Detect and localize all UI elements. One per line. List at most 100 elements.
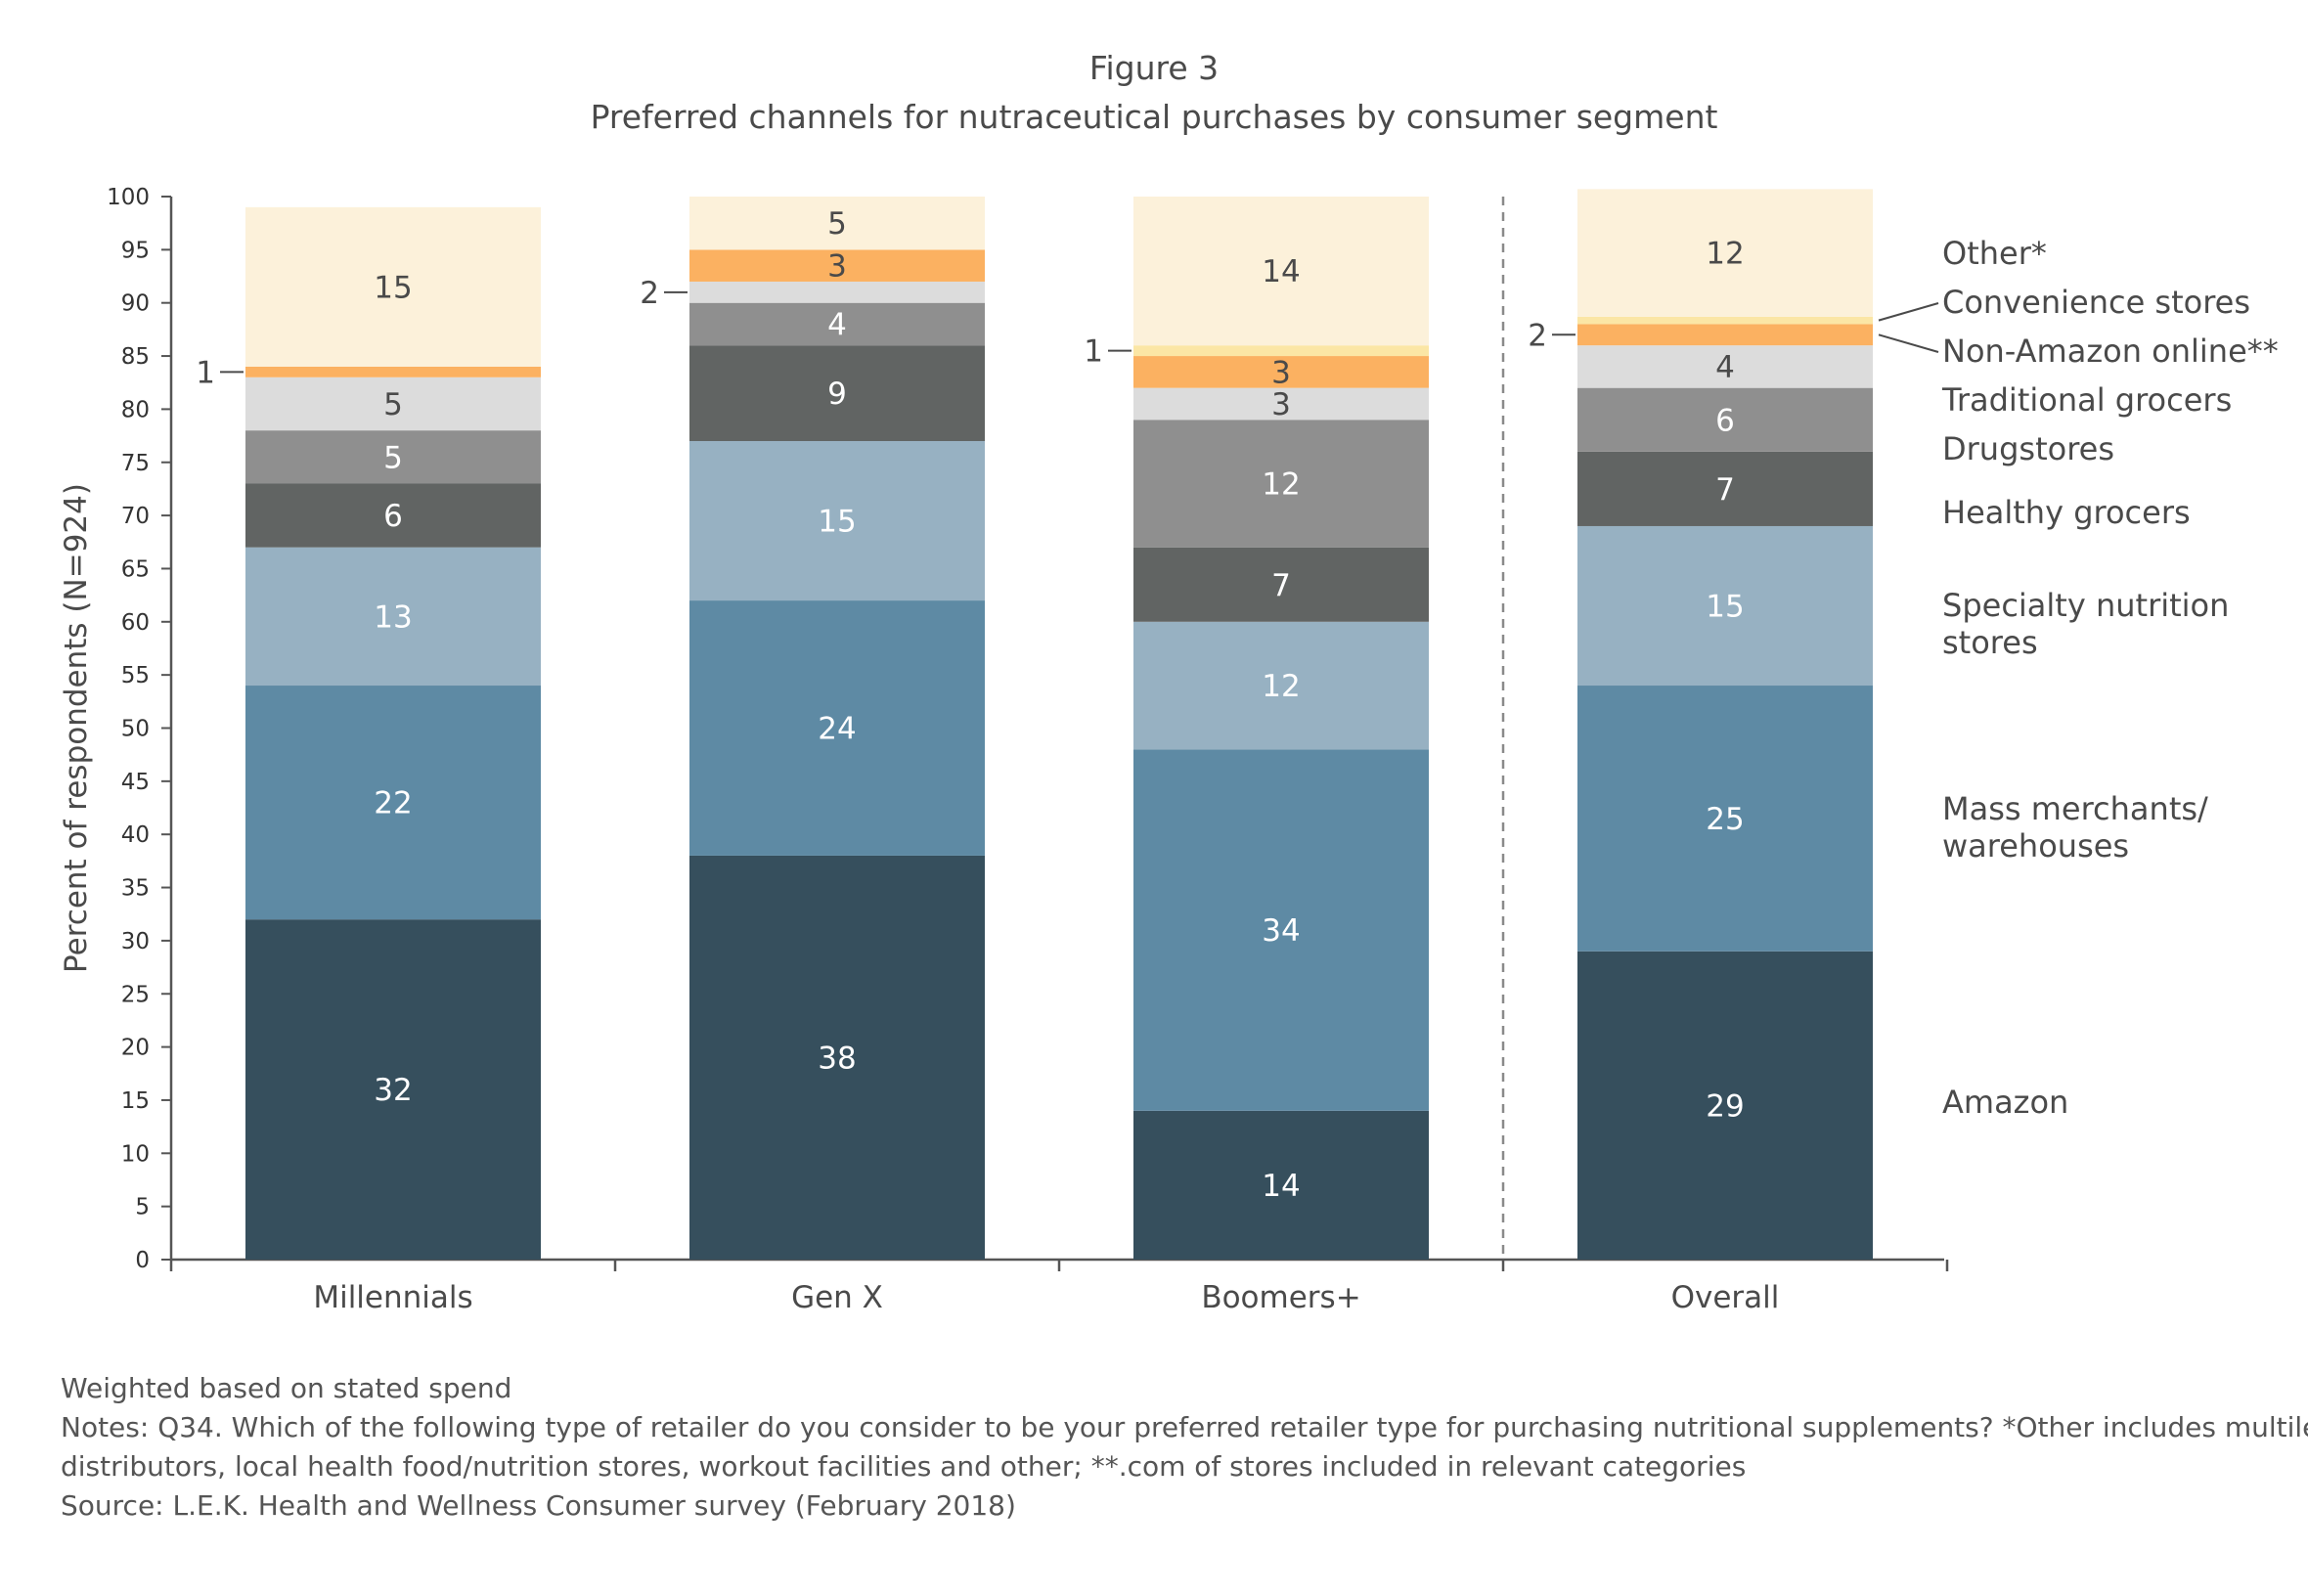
y-tick-label: 60 xyxy=(121,610,150,636)
legend-leader-non-amazon-online xyxy=(1878,333,1939,353)
data-label-boomers-drugstores: 12 xyxy=(1262,466,1300,502)
bar-segment-boomers-healthy-grocers xyxy=(1133,547,1429,622)
data-label-millennials-other: 15 xyxy=(374,270,412,305)
data-label-overall-amazon: 29 xyxy=(1706,1088,1744,1124)
legend-entry-convenience-stores: Convenience stores xyxy=(1942,284,2250,321)
bar-segment-boomers-specialty-nutrition-stores xyxy=(1133,621,1429,750)
data-label-overall-traditional-grocers: 4 xyxy=(1715,350,1735,385)
data-label-gen-x-drugstores: 4 xyxy=(827,307,847,342)
y-tick-label: 70 xyxy=(121,504,150,529)
y-tick-label: 50 xyxy=(121,717,150,742)
source-note: Source: L.E.K. Health and Wellness Consu… xyxy=(61,1489,1016,1522)
legend-leader-convenience-stores xyxy=(1878,302,1939,322)
bar-segment-overall-amazon xyxy=(1577,951,1873,1260)
bar-segment-millennials-traditional-grocers xyxy=(245,377,541,431)
y-tick-label: 30 xyxy=(121,929,150,954)
chart-notes: Weighted based on stated spend Notes: Q3… xyxy=(61,1369,2308,1526)
y-tick-label: 95 xyxy=(121,238,150,263)
bar-segment-boomers-amazon xyxy=(1133,1110,1429,1260)
bar-segment-millennials-specialty-nutrition-stores xyxy=(245,547,541,687)
y-tick-label: 35 xyxy=(121,876,150,902)
data-label-gen-x-mass-merchants-warehouses: 24 xyxy=(818,712,856,747)
bar-segment-overall-specialty-nutrition-stores xyxy=(1577,525,1873,687)
data-label-boomers-specialty-nutrition-stores: 12 xyxy=(1262,669,1300,704)
legend-entry-amazon: Amazon xyxy=(1942,1084,2068,1121)
legend-entry-specialty-nutrition-stores-line-1: Specialty nutrition xyxy=(1942,587,2229,624)
bar-segment-boomers-drugstores xyxy=(1133,420,1429,548)
data-label-millennials-healthy-grocers: 6 xyxy=(383,499,403,534)
bar-segment-gen-x-mass-merchants-warehouses xyxy=(689,600,985,856)
legend-entry-drugstores: Drugstores xyxy=(1942,430,2114,467)
legend-entry-other: Other* xyxy=(1942,235,2047,272)
data-label-boomers-amazon: 14 xyxy=(1262,1169,1300,1204)
bar-segment-millennials-mass-merchants-warehouses xyxy=(245,686,541,920)
callout-label-millennials-non-amazon-online: 1 xyxy=(196,355,215,390)
legend-entry-traditional-grocers: Traditional grocers xyxy=(1941,381,2232,419)
y-tick-label: 15 xyxy=(121,1088,150,1114)
data-label-overall-healthy-grocers: 7 xyxy=(1715,472,1735,508)
y-tick-label: 85 xyxy=(121,344,150,370)
bar-segment-overall-traditional-grocers xyxy=(1577,345,1873,388)
x-category-label-boomers: Boomers+ xyxy=(1201,1280,1360,1315)
bar-segment-millennials-amazon xyxy=(245,919,541,1260)
bar-segment-gen-x-specialty-nutrition-stores xyxy=(689,441,985,601)
question-note-line-2: distributors, local health food/nutritio… xyxy=(61,1450,1747,1483)
data-label-millennials-specialty-nutrition-stores: 13 xyxy=(374,599,412,635)
y-tick-label: 25 xyxy=(121,982,150,1007)
data-label-boomers-healthy-grocers: 7 xyxy=(1271,568,1291,603)
bar-segment-gen-x-non-amazon-online xyxy=(689,249,985,282)
data-label-millennials-mass-merchants-warehouses: 22 xyxy=(374,786,412,821)
y-tick-label: 5 xyxy=(135,1195,150,1220)
data-label-gen-x-healthy-grocers: 9 xyxy=(827,377,847,412)
bar-segment-boomers-convenience-stores xyxy=(1133,345,1429,357)
data-label-boomers-other: 14 xyxy=(1262,254,1300,289)
x-category-label-gen-x: Gen X xyxy=(791,1280,883,1315)
y-tick-label: 75 xyxy=(121,451,150,476)
x-category-label-overall: Overall xyxy=(1671,1280,1780,1315)
data-label-gen-x-amazon: 38 xyxy=(818,1041,856,1076)
legend-entry-healthy-grocers: Healthy grocers xyxy=(1942,494,2191,531)
legend-entry-mass-merchants-warehouses-line-2: warehouses xyxy=(1942,827,2129,864)
y-tick-label: 45 xyxy=(121,770,150,795)
legend-entry-specialty-nutrition-stores-line-2: stores xyxy=(1942,624,2038,661)
y-tick-label: 65 xyxy=(121,556,150,582)
data-label-overall-drugstores: 6 xyxy=(1715,403,1735,438)
data-label-gen-x-other: 5 xyxy=(827,206,847,242)
callout-label-boomers-convenience-stores: 1 xyxy=(1084,334,1103,370)
data-label-gen-x-non-amazon-online: 3 xyxy=(827,249,847,285)
bar-segment-millennials-drugstores xyxy=(245,430,541,484)
data-label-boomers-mass-merchants-warehouses: 34 xyxy=(1262,913,1300,949)
bar-segment-overall-other xyxy=(1577,189,1873,317)
data-label-millennials-drugstores: 5 xyxy=(383,440,403,475)
y-tick-label: 80 xyxy=(121,397,150,422)
figure-label: Figure 3 xyxy=(1088,49,1220,87)
bar-segment-gen-x-healthy-grocers xyxy=(689,345,985,442)
legend-entry-non-amazon-online: Non-Amazon online** xyxy=(1942,332,2279,370)
data-label-overall-other: 12 xyxy=(1706,237,1744,272)
data-label-boomers-traditional-grocers: 3 xyxy=(1271,387,1291,422)
x-category-label-millennials: Millennials xyxy=(313,1280,472,1315)
bar-segment-overall-mass-merchants-warehouses xyxy=(1577,686,1873,952)
bar-segment-boomers-mass-merchants-warehouses xyxy=(1133,749,1429,1111)
data-label-overall-specialty-nutrition-stores: 15 xyxy=(1706,589,1744,624)
bar-segment-millennials-healthy-grocers xyxy=(245,483,541,548)
bar-segment-gen-x-other xyxy=(689,197,985,250)
y-tick-label: 0 xyxy=(135,1248,150,1273)
y-tick-label: 90 xyxy=(121,291,150,317)
bar-segment-gen-x-traditional-grocers xyxy=(689,281,985,303)
bar-segment-millennials-other xyxy=(245,206,541,367)
bar-segment-overall-healthy-grocers xyxy=(1577,451,1873,526)
bar-segment-boomers-non-amazon-online xyxy=(1133,356,1429,388)
data-label-gen-x-specialty-nutrition-stores: 15 xyxy=(818,505,856,540)
question-note-line-1: Notes: Q34. Which of the following type … xyxy=(61,1411,2308,1443)
data-label-boomers-non-amazon-online: 3 xyxy=(1271,355,1291,390)
bar-segment-gen-x-amazon xyxy=(689,855,985,1260)
stacked-bar-chart: 0510152025303540455055606570758085909510… xyxy=(59,185,2279,1315)
bar-segment-overall-convenience-stores xyxy=(1577,316,1873,325)
y-tick-label: 10 xyxy=(121,1141,150,1167)
bar-segment-overall-drugstores xyxy=(1577,387,1873,452)
bar-segment-overall-non-amazon-online xyxy=(1577,324,1873,346)
callout-label-overall-non-amazon-online: 2 xyxy=(1528,318,1547,353)
weighting-note: Weighted based on stated spend xyxy=(61,1372,512,1404)
chart-title: Preferred channels for nutraceutical pur… xyxy=(590,98,1718,136)
